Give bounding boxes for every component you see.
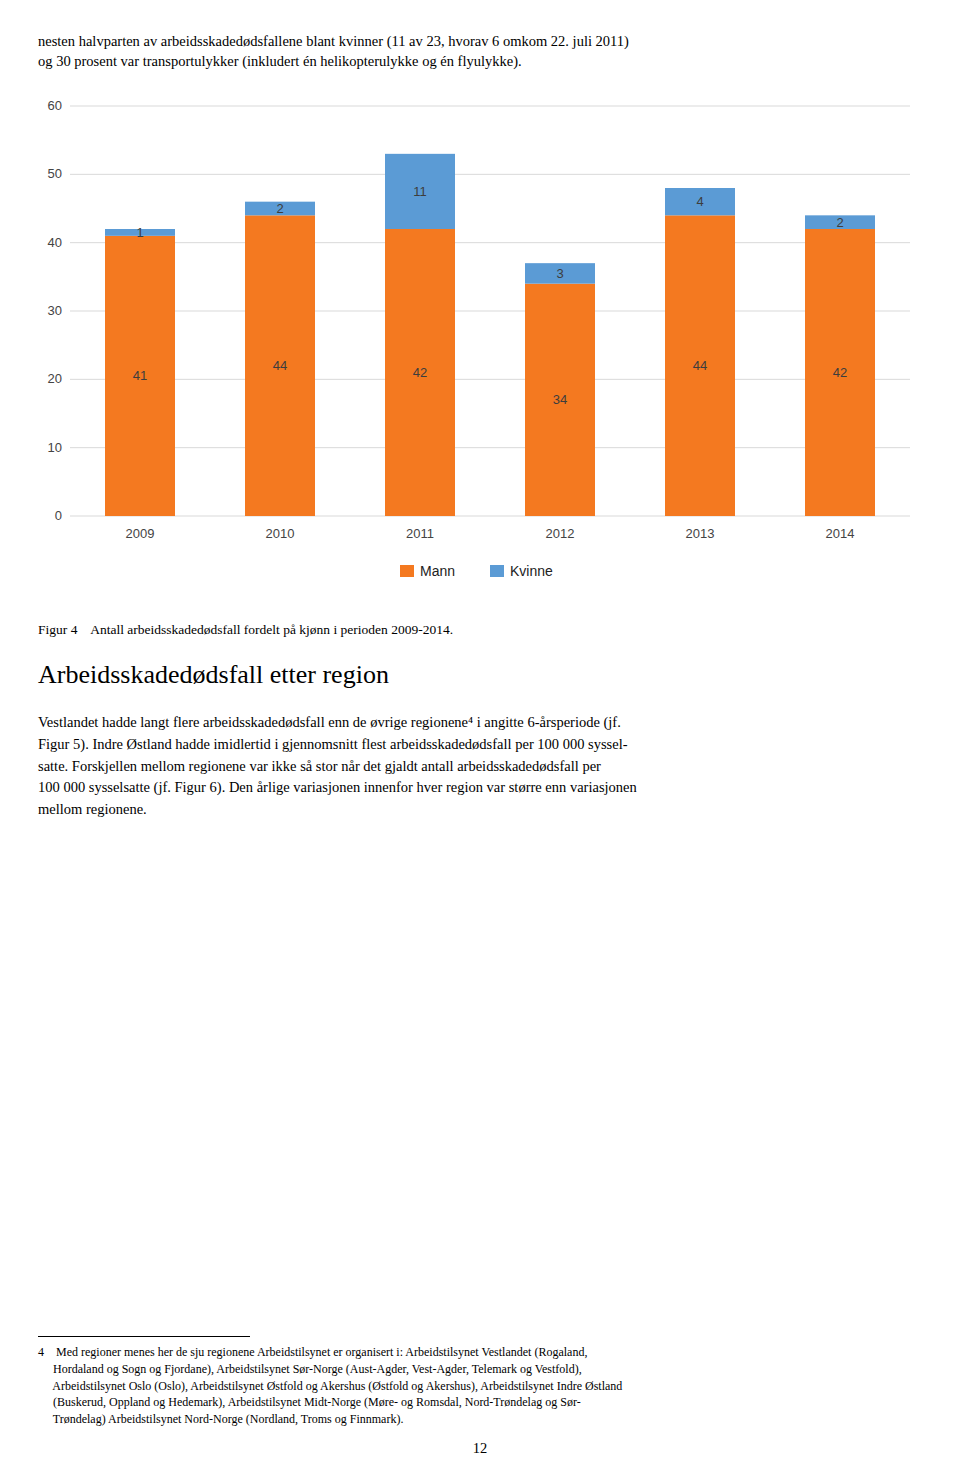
data-label: 44	[693, 358, 707, 373]
y-tick-label: 10	[48, 440, 62, 455]
data-label: 41	[133, 368, 147, 383]
bar-segment	[385, 154, 455, 229]
stitle: Arbeidsskadedødsfall etter region	[38, 660, 389, 690]
foot: 4 Med regioner menes her de sju regionen…	[38, 1344, 622, 1428]
data-label: 4	[696, 194, 703, 209]
legend-label: Kvinne	[510, 563, 553, 579]
data-label: 3	[556, 266, 563, 281]
header: nesten halvparten av arbeidsskadedødsfal…	[38, 32, 629, 71]
bar-segment	[105, 236, 175, 516]
grid-line	[70, 311, 910, 312]
bar-segment	[665, 215, 735, 516]
data-label: 2	[836, 215, 843, 230]
y-tick-label: 20	[48, 371, 62, 386]
bar-segment	[525, 284, 595, 516]
grid-line	[70, 174, 910, 175]
legend-swatch	[490, 565, 504, 577]
legend-swatch	[400, 565, 414, 577]
grid-line	[70, 447, 910, 448]
bar-segment	[385, 229, 455, 516]
caption: Figur 4 Antall arbeidsskadedødsfall ford…	[38, 622, 453, 638]
grid-line	[70, 106, 910, 107]
bar-segment	[665, 188, 735, 215]
y-tick-label: 40	[48, 235, 62, 250]
data-label: 42	[413, 365, 427, 380]
data-label: 42	[833, 365, 847, 380]
page: 12	[0, 1440, 960, 1457]
bar-segment	[805, 229, 875, 516]
x-tick-label: 2011	[406, 526, 434, 541]
data-label: 44	[273, 358, 287, 373]
bar-segment	[525, 263, 595, 284]
bar-segment	[805, 215, 875, 229]
sbody: Vestlandet hadde langt flere arbeidsskad…	[38, 712, 637, 821]
legend-label: Mann	[420, 563, 455, 579]
y-tick-label: 50	[48, 166, 62, 181]
chart: 0102030405060414442344442121134220092010…	[30, 92, 930, 612]
x-tick-label: 2012	[546, 526, 575, 541]
data-label: 1	[136, 225, 143, 240]
y-tick-label: 0	[55, 508, 62, 523]
data-label: 34	[553, 392, 567, 407]
data-label: 2	[276, 201, 283, 216]
y-tick-label: 30	[48, 303, 62, 318]
footnote-rule	[38, 1336, 250, 1337]
bar-segment	[245, 215, 315, 516]
data-label: 11	[413, 184, 427, 199]
x-tick-label: 2009	[126, 526, 155, 541]
x-tick-label: 2014	[826, 526, 855, 541]
y-tick-label: 60	[48, 98, 62, 113]
x-tick-label: 2010	[266, 526, 295, 541]
bars	[105, 154, 875, 516]
bar-segment	[245, 202, 315, 216]
x-tick-label: 2013	[686, 526, 715, 541]
grid-line	[70, 516, 910, 517]
grid-line	[70, 379, 910, 380]
grid-line	[70, 242, 910, 243]
